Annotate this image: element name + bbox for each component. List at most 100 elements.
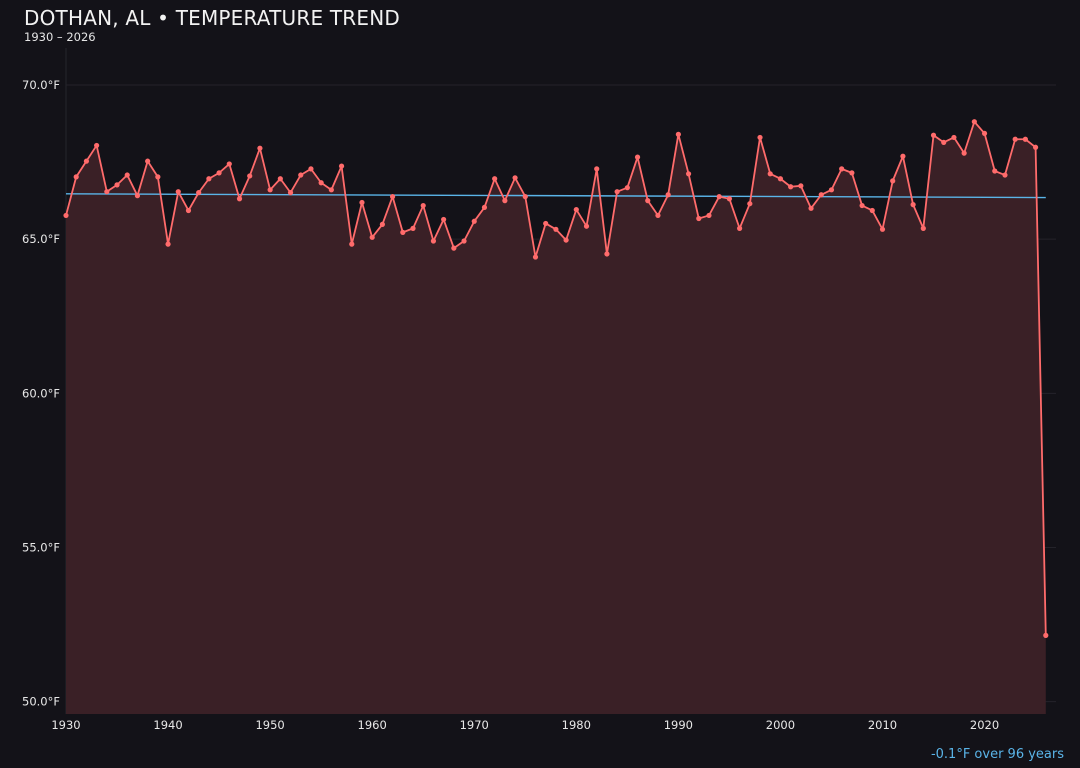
y-tick-label: 65.0°F (22, 232, 60, 246)
x-tick-label: 1980 (562, 718, 591, 732)
data-point (543, 220, 549, 227)
data-point (104, 189, 110, 195)
data-point (532, 254, 539, 260)
y-tick-label: 70.0°F (22, 78, 60, 92)
data-point (185, 207, 192, 214)
data-point (410, 225, 416, 231)
data-point (318, 180, 324, 186)
data-point (951, 134, 957, 141)
data-point (573, 206, 579, 213)
data-point (961, 150, 967, 156)
data-point (1012, 136, 1018, 142)
data-point (369, 234, 375, 240)
data-point (389, 194, 396, 200)
data-point (818, 192, 824, 198)
data-point (114, 182, 120, 188)
data-point (94, 142, 100, 149)
x-tick-label: 1970 (460, 718, 489, 732)
x-tick-label: 1990 (664, 718, 693, 732)
x-tick-label: 2020 (970, 718, 999, 732)
data-point (930, 132, 937, 138)
data-point (971, 119, 977, 125)
data-point (777, 176, 784, 182)
y-tick-label: 55.0°F (22, 541, 60, 555)
x-tick-label: 1960 (358, 718, 387, 732)
data-point (634, 154, 641, 160)
data-point (910, 202, 916, 208)
data-point (155, 174, 161, 180)
data-point (645, 198, 651, 204)
data-point (890, 178, 896, 184)
data-point (920, 225, 926, 231)
y-tick-label: 50.0°F (22, 695, 60, 709)
area-fill (66, 121, 1046, 715)
data-point (83, 158, 90, 164)
data-point (859, 202, 865, 209)
x-tick-label: 2000 (766, 718, 795, 732)
data-point (63, 212, 69, 219)
data-point (145, 158, 151, 164)
data-point (267, 187, 273, 193)
data-point (441, 216, 447, 223)
data-point (1032, 144, 1039, 150)
data-point (716, 194, 722, 200)
data-point (981, 130, 988, 137)
data-point (420, 202, 426, 209)
data-point (298, 172, 304, 178)
x-tick-label: 1940 (153, 718, 182, 732)
data-point (481, 204, 488, 211)
data-point (461, 238, 467, 244)
data-point (287, 190, 294, 196)
data-point (696, 215, 702, 222)
data-point (726, 196, 733, 202)
data-point (175, 189, 181, 195)
data-point (400, 229, 406, 235)
trend-line (65, 193, 1046, 199)
data-point (522, 194, 528, 200)
x-tick-label: 1930 (51, 718, 80, 732)
data-point (757, 134, 763, 141)
data-point (379, 221, 385, 227)
data-point (839, 166, 845, 172)
data-point (594, 166, 600, 172)
data-point (941, 139, 947, 145)
x-tick-label: 1950 (255, 718, 284, 732)
data-point (124, 172, 130, 178)
data-point (247, 173, 253, 179)
data-point (706, 212, 712, 219)
data-point (563, 237, 569, 243)
data-point (226, 161, 232, 167)
y-tick-label: 60.0°F (22, 386, 60, 400)
data-point (134, 193, 141, 199)
data-point (512, 175, 518, 181)
data-point (257, 145, 263, 151)
data-point (492, 176, 498, 182)
data-point (828, 187, 835, 193)
chart-subtitle: 1930 – 2026 (24, 30, 96, 44)
data-point (604, 251, 610, 257)
data-point (196, 190, 202, 196)
data-point (655, 212, 661, 219)
data-point (216, 170, 222, 176)
data-point (808, 205, 814, 211)
x-tick-label: 2010 (868, 718, 897, 732)
data-point (665, 192, 671, 198)
trend-annotation: -0.1°F over 96 years (930, 747, 1064, 762)
data-point (1022, 136, 1028, 142)
data-point (236, 196, 243, 202)
data-point (308, 166, 314, 172)
data-point (798, 183, 804, 189)
data-point (685, 171, 692, 177)
data-point (624, 185, 630, 191)
data-point (675, 131, 681, 137)
data-point (900, 153, 906, 159)
data-point (451, 245, 457, 251)
data-point (767, 171, 773, 177)
data-point (879, 226, 886, 232)
data-point (502, 198, 508, 204)
data-point (206, 176, 212, 182)
data-point (277, 176, 283, 182)
data-point (1043, 632, 1049, 638)
data-point (583, 223, 590, 229)
